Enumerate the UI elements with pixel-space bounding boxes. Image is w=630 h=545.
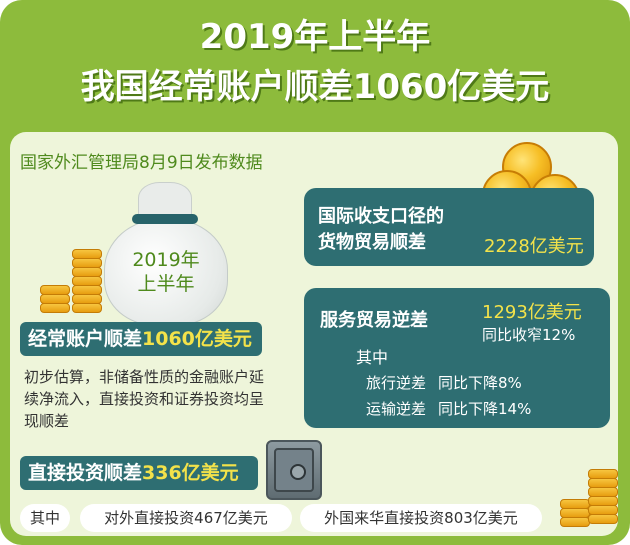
outbound-investment: 对外直接投资467亿美元: [80, 504, 292, 532]
safe-icon: [266, 440, 322, 500]
goods-trade-label: 国际收支口径的 货物贸易顺差: [318, 204, 444, 256]
direct-investment-qizhong: 其中: [20, 504, 70, 532]
current-account-heading: 经常账户顺差1060亿美元: [20, 322, 262, 356]
money-bag-icon: [104, 218, 228, 326]
bag-label: 2019年 上半年: [112, 248, 220, 296]
services-trade-change: 同比收窄12%: [482, 326, 576, 344]
coin-stack-icon: [560, 499, 590, 527]
services-row-label: 旅行逆差: [366, 374, 427, 392]
services-row-change: 同比下降14%: [438, 400, 532, 418]
services-trade-label: 服务贸易逆差: [320, 310, 428, 331]
goods-trade-value: 2228亿美元: [484, 236, 584, 257]
money-bag-tie: [132, 214, 198, 224]
services-trade-card: [304, 288, 610, 428]
current-account-label: 经常账户顺差: [28, 328, 143, 350]
goods-trade-card: [304, 188, 594, 266]
services-trade-value: 1293亿美元: [482, 302, 582, 323]
services-row-transport: 运输逆差 同比下降14%: [366, 398, 531, 419]
title-line-2: 我国经常账户顺差1060亿美元: [80, 67, 550, 107]
source-note: 国家外汇管理局8月9日发布数据: [20, 153, 263, 173]
services-trade-qizhong: 其中: [356, 348, 389, 367]
services-row-travel: 旅行逆差 同比下降8%: [366, 372, 522, 393]
goods-trade-line-2: 货物贸易顺差: [318, 232, 426, 253]
current-account-description: 初步估算，非储备性质的金融账户延续净流入，直接投资和证券投资均呈现顺差: [24, 368, 265, 430]
direct-investment-heading: 直接投资顺差336亿美元: [20, 456, 258, 490]
coin-stack-icon: [40, 285, 70, 313]
coin-stack-icon: [588, 469, 618, 524]
page-title: 2019年上半年 我国经常账户顺差1060亿美元: [0, 14, 630, 110]
services-row-change: 同比下降8%: [438, 374, 522, 392]
goods-trade-line-1: 国际收支口径的: [318, 206, 444, 227]
coin-stack-icon: [72, 249, 102, 313]
title-line-1: 2019年上半年: [199, 17, 431, 57]
direct-investment-label: 直接投资顺差: [28, 462, 143, 484]
services-row-label: 运输逆差: [366, 400, 427, 418]
current-account-value: 1060亿美元: [142, 328, 252, 350]
bag-label-line-2: 上半年: [137, 273, 195, 295]
bag-label-line-1: 2019年: [132, 249, 200, 271]
inbound-investment: 外国来华直接投资803亿美元: [300, 504, 542, 532]
direct-investment-value: 336亿美元: [142, 462, 239, 484]
